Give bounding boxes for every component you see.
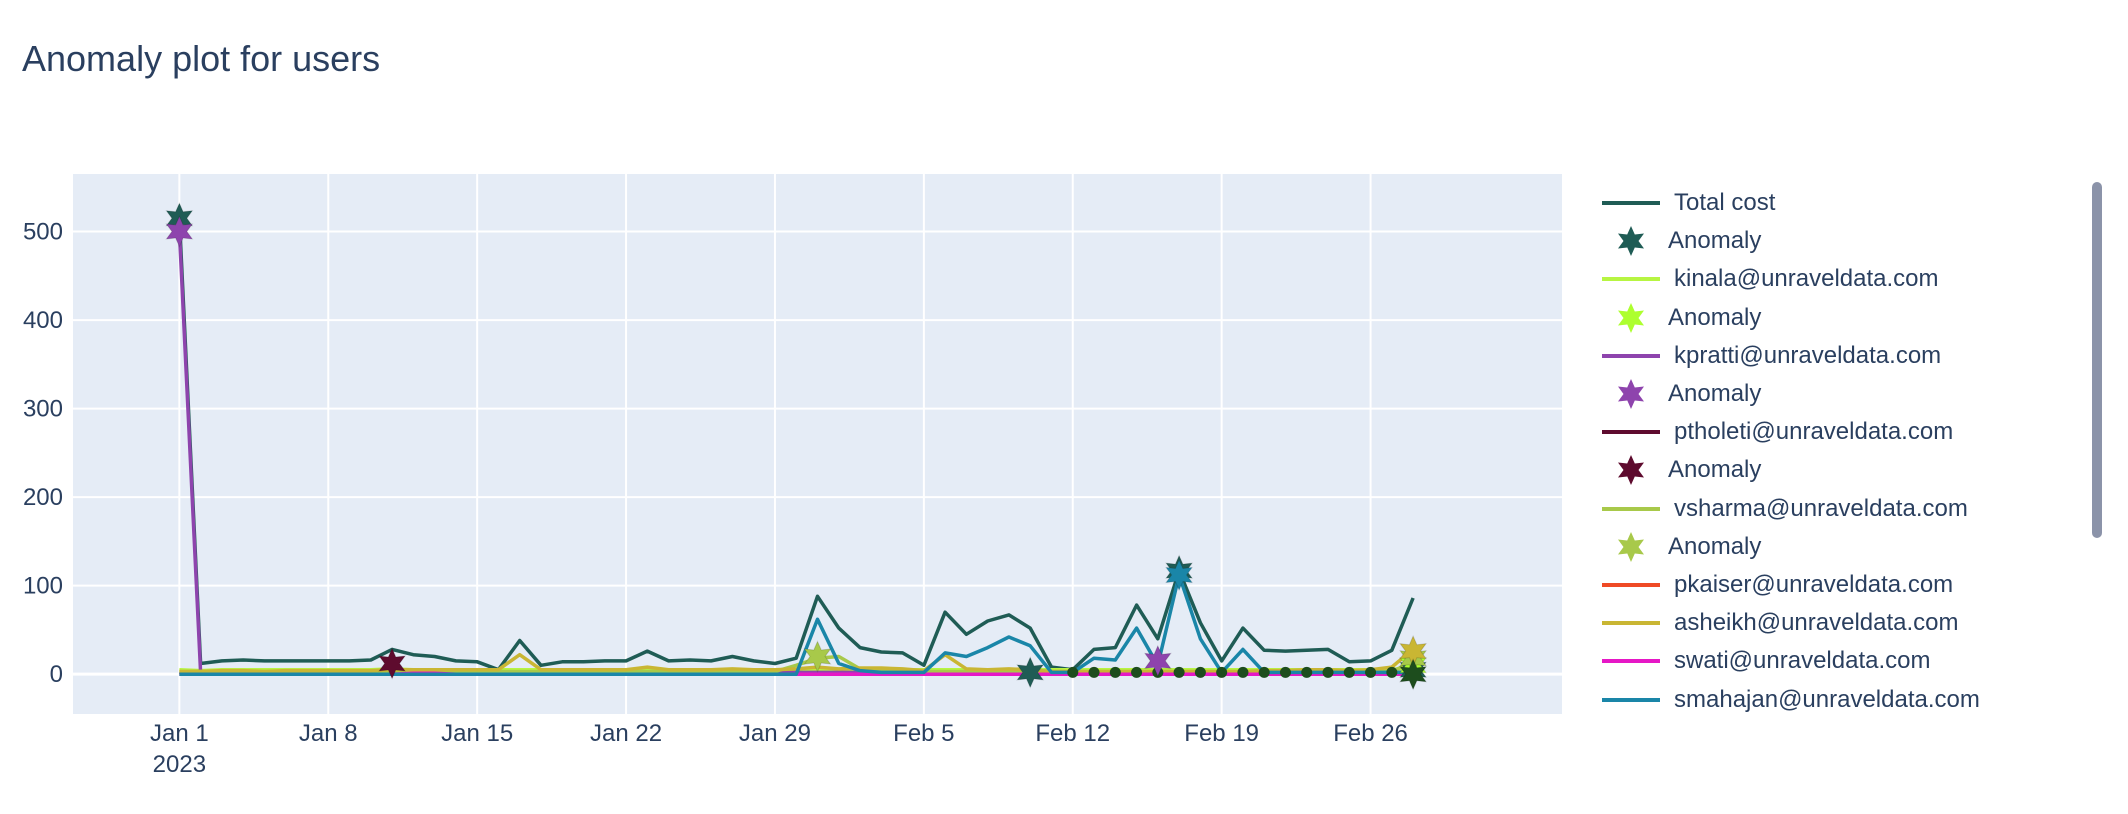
anomaly-marker[interactable] [165, 215, 194, 248]
legend-item-anomaly[interactable]: Anomaly [1600, 375, 2080, 413]
baseline-dot[interactable] [1131, 666, 1143, 678]
baseline-dot[interactable] [1386, 666, 1398, 678]
legend-label: Anomaly [1668, 456, 1762, 484]
legend-star-swatch [1618, 379, 1644, 410]
legend-label: Anomaly [1668, 303, 1762, 331]
legend-label: Anomaly [1668, 227, 1762, 255]
legend-scrollbar[interactable] [2092, 182, 2102, 538]
y-tick-label: 200 [23, 484, 63, 511]
legend-line-swatch [1602, 277, 1660, 282]
legend-label: kinala@unraveldata.com [1674, 265, 1939, 293]
y-tick-label: 100 [23, 573, 63, 600]
legend-item-series[interactable]: smahajan@unraveldata.com [1600, 680, 2080, 718]
anomaly-marker[interactable] [1165, 558, 1194, 592]
legend-line-swatch [1602, 697, 1660, 702]
x-tick-label: Jan 15 [441, 720, 513, 747]
legend-item-series[interactable]: ptholeti@unraveldata.com [1600, 413, 2080, 451]
series-line-8[interactable] [179, 573, 1414, 676]
legend-line-swatch [1602, 659, 1660, 664]
legend: Total cost Anomaly kinala@unraveldata.com A… [1600, 184, 2080, 719]
tick-labels: Jan 1 2023 Jan 8 Jan 15 Jan 22 Jan 29 Feb 5 Feb… [23, 219, 1408, 778]
legend-label: Total cost [1674, 189, 1776, 217]
legend-line-swatch [1602, 582, 1660, 587]
baseline-dot[interactable] [1343, 666, 1355, 678]
legend-line-swatch [1602, 430, 1660, 435]
legend-item-series[interactable]: vsharma@unraveldata.com [1600, 490, 2080, 528]
legend-label: asheikh@unraveldata.com [1674, 609, 1959, 637]
legend-label: swati@unraveldata.com [1674, 647, 1931, 675]
baseline-dot[interactable] [1237, 666, 1249, 678]
baseline-dot[interactable] [1067, 666, 1079, 678]
legend-item-series[interactable]: Total cost [1600, 184, 2080, 222]
y-tick-label: 300 [23, 396, 63, 423]
legend-line-swatch [1602, 621, 1660, 626]
y-tick-label: 0 [50, 661, 63, 688]
legend-item-series[interactable]: kpratti@unraveldata.com [1600, 337, 2080, 375]
y-tick-label: 500 [23, 219, 63, 246]
legend-star-swatch [1618, 226, 1644, 257]
legend-label: smahajan@unraveldata.com [1674, 685, 1980, 713]
legend-item-anomaly[interactable]: Anomaly [1600, 299, 2080, 337]
x-tick-label: Jan 1 [150, 720, 209, 747]
chart-title: Anomaly plot for users [22, 38, 381, 79]
baseline-dot[interactable] [1279, 666, 1291, 678]
baseline-dot[interactable] [1322, 666, 1334, 678]
plot-background [73, 174, 1562, 714]
anomaly-marker[interactable] [1143, 644, 1172, 678]
anomaly-markers [165, 202, 1428, 691]
legend-line-swatch [1602, 506, 1660, 511]
legend-item-series[interactable]: pkaiser@unraveldata.com [1600, 566, 2080, 604]
legend-label: pkaiser@unraveldata.com [1674, 570, 1954, 598]
x-tick-label: Jan 22 [590, 720, 662, 747]
x-tick-label: Feb 5 [893, 720, 954, 747]
legend-label: ptholeti@unraveldata.com [1674, 418, 1954, 446]
legend-label: kpratti@unraveldata.com [1674, 341, 1942, 369]
x-tick-label: Feb 19 [1184, 720, 1259, 747]
x-tick-label: Feb 26 [1333, 720, 1408, 747]
x-tick-label: Jan 29 [739, 720, 811, 747]
series-line-0[interactable] [177, 218, 1415, 672]
x-tick-sublabel: 2023 [153, 751, 206, 778]
legend-line-swatch [1602, 201, 1660, 206]
baseline-dot[interactable] [1258, 666, 1270, 678]
anomaly-marker[interactable] [378, 647, 407, 680]
legend-item-anomaly[interactable]: Anomaly [1600, 451, 2080, 489]
legend-star-swatch [1618, 531, 1644, 562]
baseline-dot[interactable] [1109, 666, 1121, 678]
legend-label: vsharma@unraveldata.com [1674, 494, 1968, 522]
legend-item-series[interactable]: asheikh@unraveldata.com [1600, 604, 2080, 642]
anomaly-marker[interactable] [1016, 656, 1045, 689]
legend-line-swatch [1602, 353, 1660, 358]
legend-item-anomaly[interactable]: Anomaly [1600, 528, 2080, 566]
baseline-dot[interactable] [1088, 666, 1100, 678]
baseline-dot[interactable] [1173, 666, 1185, 678]
legend-item-series[interactable]: kinala@unraveldata.com [1600, 260, 2080, 298]
baseline-dot[interactable] [1194, 666, 1206, 678]
anomaly-marker[interactable] [1399, 657, 1428, 691]
legend-label: Anomaly [1668, 380, 1762, 408]
legend-label: Anomaly [1668, 532, 1762, 560]
x-tick-label: Feb 12 [1035, 720, 1110, 747]
grid-lines [73, 174, 1562, 714]
y-tick-label: 400 [23, 307, 63, 334]
legend-item-series[interactable]: swati@unraveldata.com [1600, 642, 2080, 680]
baseline-dot[interactable] [1301, 666, 1313, 678]
x-tick-label: Jan 8 [299, 720, 358, 747]
baseline-dot[interactable] [1365, 666, 1377, 678]
legend-star-swatch [1618, 455, 1644, 486]
legend-star-swatch [1618, 302, 1644, 333]
anomaly-marker[interactable] [803, 640, 832, 673]
baseline-dot[interactable] [1216, 666, 1228, 678]
legend-item-anomaly[interactable]: Anomaly [1600, 222, 2080, 260]
